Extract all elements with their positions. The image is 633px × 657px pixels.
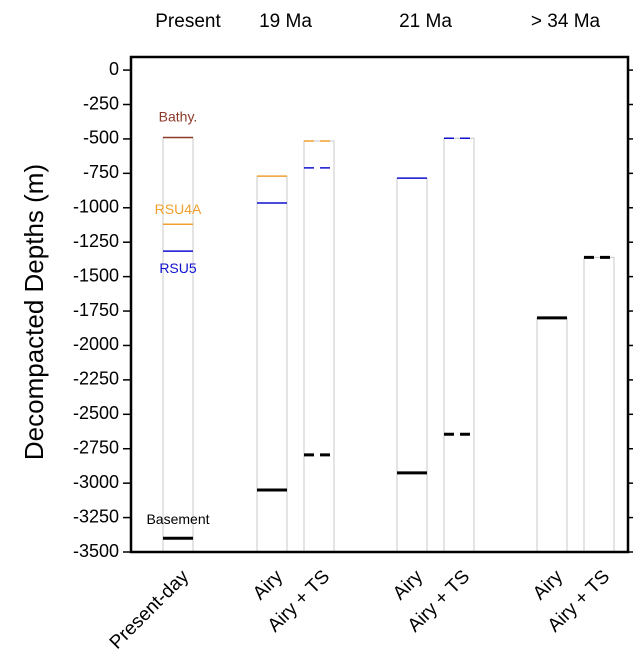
y-tick-label: -1000	[73, 197, 119, 217]
y-tick-label: -1500	[73, 265, 119, 285]
x-tick-label: Airy	[249, 566, 287, 604]
y-tick-label: -1750	[73, 300, 119, 320]
x-tick-label: Airy	[389, 566, 427, 604]
column-box	[162, 137, 194, 553]
group-header: > 34 Ma	[531, 11, 601, 32]
y-tick-label: -3250	[73, 506, 119, 526]
y-tick-label: -2750	[73, 437, 119, 457]
plot-frame	[129, 55, 630, 554]
y-tick-label: -750	[83, 162, 119, 182]
horizon-label: Bathy.	[159, 108, 198, 124]
x-tick-label: Airy	[529, 566, 567, 604]
x-tick-label: Present-day	[106, 566, 194, 652]
group-header: 19 Ma	[259, 11, 312, 32]
horizon-label: RSU5	[159, 260, 197, 276]
y-axis-label: Decompacted Depths (m)	[19, 164, 49, 460]
y-tick-label: -3500	[73, 541, 119, 561]
group-header: 21 Ma	[399, 11, 452, 32]
column-box	[536, 317, 568, 553]
column-box	[443, 137, 475, 553]
y-tick-label: -1250	[73, 231, 119, 251]
group-header: Present	[155, 11, 221, 32]
y-tick-label: -2000	[73, 334, 119, 354]
y-tick-label: -250	[83, 93, 119, 113]
column-box	[583, 256, 615, 553]
y-tick-label: 0	[109, 59, 119, 79]
y-tick-label: -500	[83, 128, 119, 148]
horizon-label: RSU4A	[155, 201, 202, 217]
horizon-label: Basement	[146, 511, 209, 527]
column-box	[396, 177, 428, 553]
y-tick-label: -3000	[73, 472, 119, 492]
y-tick-label: -2250	[73, 369, 119, 389]
y-tick-label: -2500	[73, 403, 119, 423]
column-box	[256, 175, 288, 553]
column-box	[303, 140, 335, 553]
